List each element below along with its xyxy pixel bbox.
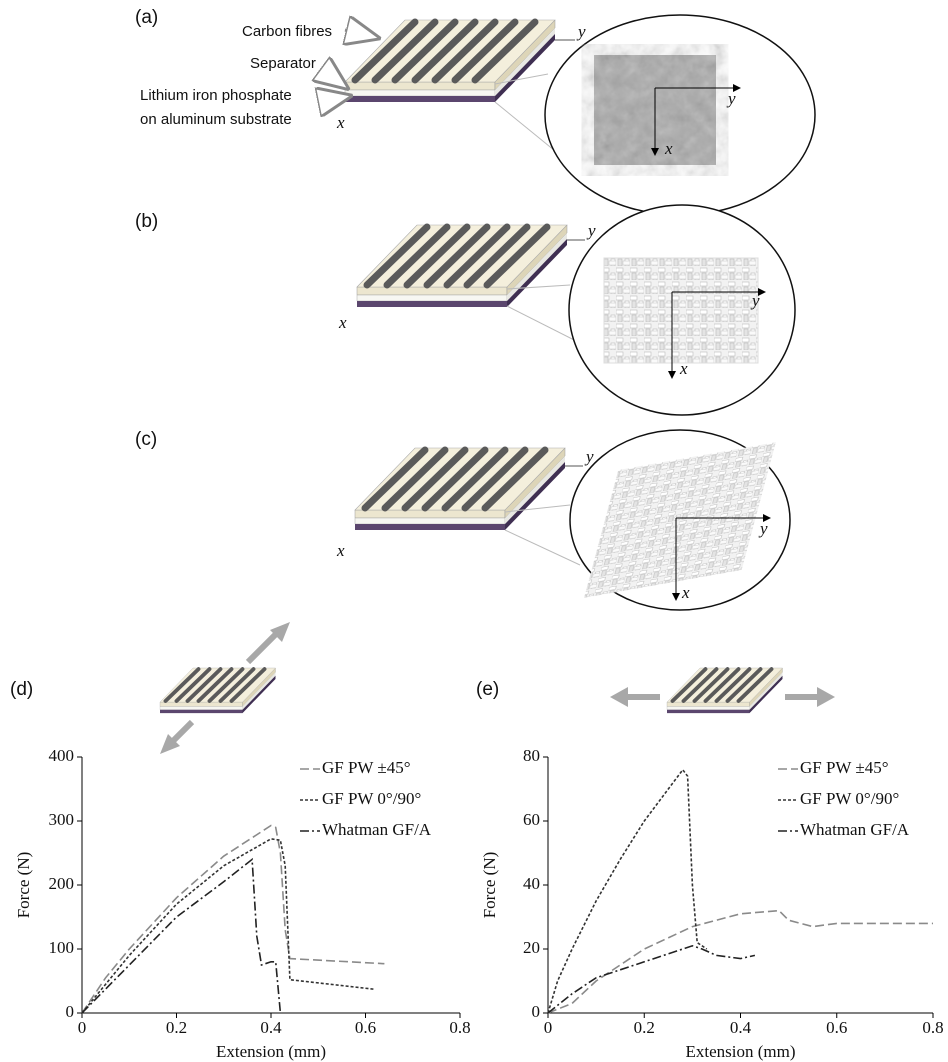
annotation: Carbon fibres — [242, 23, 332, 40]
y-tick-label: 80 — [523, 746, 540, 765]
legend-label: GF PW ±45° — [800, 758, 889, 777]
x-tick-label: 0.8 — [449, 1018, 470, 1037]
pointer — [345, 30, 378, 38]
y-axis-title: Force (N) — [14, 852, 33, 919]
panel-label: (b) — [135, 211, 158, 232]
axis-label: y — [584, 447, 594, 466]
axis-label: x — [679, 359, 688, 378]
x-tick-label: 0.6 — [355, 1018, 376, 1037]
panel-b: (b) y x y x — [135, 205, 795, 415]
y-tick-label: 0 — [66, 1002, 75, 1021]
series-line — [82, 859, 280, 1013]
panel-label: (d) — [10, 679, 33, 700]
annotation: on aluminum substrate — [140, 111, 292, 128]
axis-label: y — [758, 519, 768, 538]
x-tick-label: 0 — [544, 1018, 553, 1037]
axis-label: y — [750, 291, 760, 310]
laminate — [357, 225, 567, 307]
y-tick-label: 200 — [49, 874, 75, 893]
axis-label: y — [586, 221, 596, 240]
y-tick-label: 400 — [49, 746, 75, 765]
pointer — [328, 74, 347, 88]
legend-label: Whatman GF/A — [322, 820, 432, 839]
axis-label: x — [336, 541, 345, 560]
legend-label: GF PW 0°/90° — [322, 789, 421, 808]
x-tick-label: 0.2 — [634, 1018, 655, 1037]
axis-label: x — [681, 583, 690, 602]
y-tick-label: 40 — [523, 874, 540, 893]
panel-label: (e) — [476, 679, 499, 700]
y-tick-label: 100 — [49, 938, 75, 957]
x-tick-label: 0.4 — [730, 1018, 752, 1037]
series-line — [82, 826, 384, 1014]
series-line — [548, 770, 707, 1013]
annotation: Lithium iron phosphate — [140, 87, 292, 104]
y-tick-label: 0 — [532, 1002, 541, 1021]
y-axis-title: Force (N) — [480, 852, 499, 919]
x-axis-title: Extension (mm) — [685, 1042, 795, 1061]
y-tick-label: 20 — [523, 938, 540, 957]
panel-a: (a) Carbon fibres Separator Lithium iron… — [135, 7, 815, 215]
legend-label: GF PW 0°/90° — [800, 789, 899, 808]
laminate — [355, 448, 565, 530]
legend-label: GF PW ±45° — [322, 758, 411, 777]
x-tick-label: 0 — [78, 1018, 87, 1037]
axis-label: x — [664, 139, 673, 158]
y-tick-label: 60 — [523, 810, 540, 829]
axis-label: x — [338, 313, 347, 332]
x-tick-label: 0.6 — [826, 1018, 847, 1037]
x-tick-label: 0.2 — [166, 1018, 187, 1037]
series-line — [82, 839, 375, 1013]
annotation: Separator — [250, 55, 316, 72]
y-tick-label: 300 — [49, 810, 75, 829]
panel-c: (c) y x y x — [135, 429, 790, 610]
legend-label: Whatman GF/A — [800, 820, 910, 839]
leader — [505, 530, 580, 565]
specimen-icon — [160, 668, 276, 713]
series-line — [548, 946, 755, 1013]
x-axis-title: Extension (mm) — [216, 1042, 326, 1061]
panel-label: (a) — [135, 7, 158, 28]
panel-label: (c) — [135, 429, 157, 450]
axis-label: x — [336, 113, 345, 132]
axis-label: y — [726, 89, 736, 108]
figure: (a) Carbon fibres Separator Lithium iron… — [0, 0, 948, 1062]
specimen-icon — [667, 668, 783, 713]
x-tick-label: 0.4 — [260, 1018, 282, 1037]
x-tick-label: 0.8 — [922, 1018, 943, 1037]
series-line — [548, 911, 933, 1013]
woven-fabric — [604, 258, 758, 363]
axis-label: y — [576, 22, 586, 41]
laminate — [345, 20, 555, 102]
